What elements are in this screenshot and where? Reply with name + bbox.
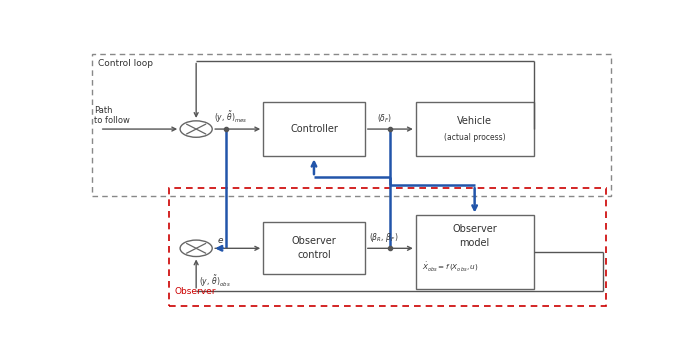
Text: Controller: Controller xyxy=(290,124,338,134)
Text: control: control xyxy=(297,250,331,260)
FancyBboxPatch shape xyxy=(416,102,533,157)
Text: Vehicle: Vehicle xyxy=(457,116,492,126)
Text: Observer: Observer xyxy=(452,224,497,234)
Text: $\dot{X}_{obs}=f\,(X_{obs},u)$: $\dot{X}_{obs}=f\,(X_{obs},u)$ xyxy=(422,260,479,273)
Text: (actual process): (actual process) xyxy=(444,133,505,142)
Circle shape xyxy=(180,121,212,137)
Text: Control loop: Control loop xyxy=(98,59,153,68)
FancyBboxPatch shape xyxy=(263,222,365,274)
Text: $(\beta_R,\,\beta_F)$: $(\beta_R,\,\beta_F)$ xyxy=(370,231,399,244)
Text: Observer: Observer xyxy=(292,236,337,246)
Text: Observer: Observer xyxy=(175,287,216,296)
Text: $(\delta_F)$: $(\delta_F)$ xyxy=(377,112,392,125)
Text: $(y,\,\tilde{\theta})_{obs}$: $(y,\,\tilde{\theta})_{obs}$ xyxy=(199,274,231,289)
FancyBboxPatch shape xyxy=(416,215,533,289)
Text: model: model xyxy=(460,238,490,248)
Text: e: e xyxy=(218,236,223,245)
Text: Path
to follow: Path to follow xyxy=(95,106,131,125)
Text: $(y,\,\tilde{\theta})_{mes}$: $(y,\,\tilde{\theta})_{mes}$ xyxy=(214,109,248,125)
FancyBboxPatch shape xyxy=(263,102,365,157)
Circle shape xyxy=(180,240,212,257)
